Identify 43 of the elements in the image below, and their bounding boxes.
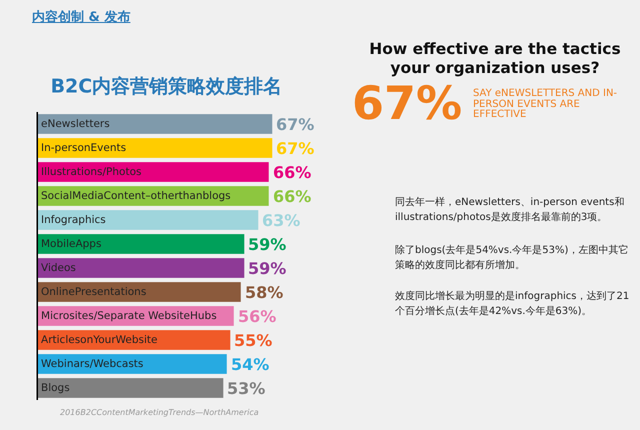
bar <box>38 354 227 374</box>
data-label: 63% <box>262 211 300 230</box>
data-label: 56% <box>238 307 276 326</box>
data-label: 66% <box>273 187 312 206</box>
data-label: 55% <box>234 331 272 350</box>
data-label: 53% <box>227 379 266 398</box>
chart-title: B2C内容营销策略效度排名 <box>50 76 282 98</box>
y-tick-label: Blogs <box>41 382 70 394</box>
text: How effective are the tactics your organization uses? <box>368 40 622 78</box>
data-label: 59% <box>248 259 286 278</box>
y-tick-label: eNewsletters <box>41 118 110 130</box>
y-tick-label: Illustrations/Photos <box>41 166 142 178</box>
bar <box>38 114 272 134</box>
y-tick-label: SocialMediaContent–otherthanblogs <box>41 190 231 202</box>
data-label: 58% <box>245 283 284 302</box>
y-tick-label: OnlinePresentations <box>41 286 146 298</box>
bar <box>38 258 244 278</box>
bar <box>38 330 230 350</box>
bar <box>38 282 241 302</box>
y-tick-label: Infographics <box>41 214 106 226</box>
text: 效度同比增长最为明显的是infographics，达到了21个百分增长点(去年是42%vs.今年是63%)。 <box>395 290 630 318</box>
text: 同去年一样，eNewsletters、in-person events和illustrations/photos是效度排名最靠前的3项。 <box>395 196 626 224</box>
data-label: 67% <box>276 115 314 134</box>
y-tick-label: Webinars/Webcasts <box>41 358 144 370</box>
data-label: 54% <box>231 355 270 374</box>
bar <box>38 162 269 182</box>
bar <box>38 210 258 230</box>
text: 2016B2CContentMarketingTrends—NorthAmerica <box>60 408 259 417</box>
bar <box>38 378 224 398</box>
bar <box>38 138 272 158</box>
y-tick-label: ArticlesonYourWebsite <box>41 334 158 346</box>
text: 67% <box>352 76 462 130</box>
y-tick-label: Videos <box>41 262 76 274</box>
y-tick-label: In-personEvents <box>41 142 126 154</box>
data-label: 59% <box>248 235 286 254</box>
data-label: 66% <box>273 163 312 182</box>
y-tick-label: Microsites/Separate WebsiteHubs <box>41 310 217 322</box>
bar <box>38 234 244 254</box>
data-label: 67% <box>276 139 314 158</box>
text: 除了blogs(去年是54%vs.今年是53%)，左图中其它策略的效度同比都有所增加。 <box>395 244 630 272</box>
text: SAY eNEWSLETTERS AND IN-PERSON EVENTS ARE EFFECTIVE <box>473 88 618 120</box>
y-tick-label: MobileApps <box>41 238 102 250</box>
text: 内容创制 & 发布 <box>32 8 130 26</box>
